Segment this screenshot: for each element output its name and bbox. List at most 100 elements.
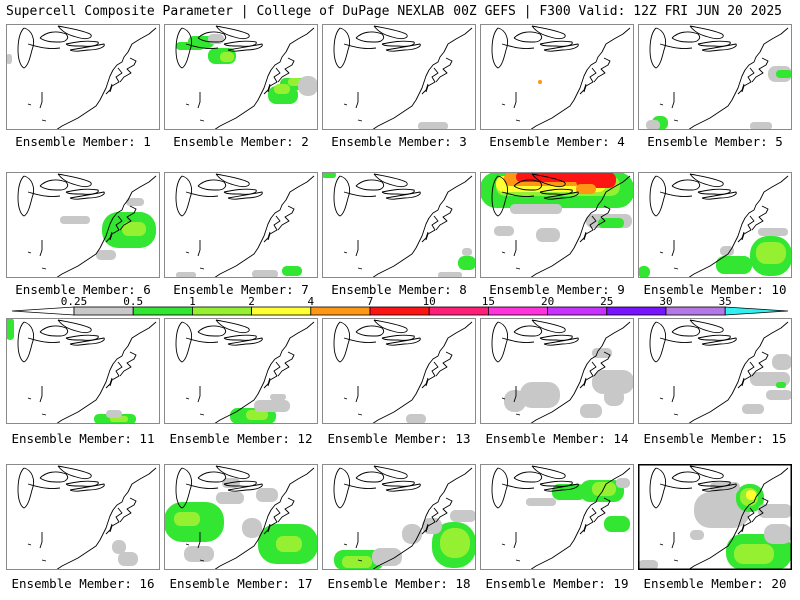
- map-boundary-line: [701, 43, 737, 52]
- colorbar-tick-label: 4: [307, 296, 314, 308]
- scp-shading: [220, 52, 234, 62]
- panel-frame: [164, 464, 318, 570]
- map-boundary-line: [741, 67, 755, 93]
- ensemble-member-panel: [164, 172, 318, 278]
- map-boundary-line: [69, 483, 105, 492]
- map-boundary-line: [425, 67, 439, 93]
- ensemble-member-panel: [164, 318, 318, 424]
- map-boundary-line: [69, 43, 105, 52]
- map-boundary-line: [109, 361, 123, 387]
- map-boundary-line: [689, 319, 724, 334]
- map-boundary-line: [119, 205, 137, 231]
- map-boundary-line: [355, 471, 385, 483]
- scp-shading: [758, 228, 788, 236]
- map-boundary-line: [673, 559, 679, 562]
- scp-shading: [750, 122, 772, 130]
- map-background: [164, 24, 318, 130]
- map-boundary-line: [27, 397, 32, 400]
- map-boundary-line: [513, 31, 543, 43]
- map-boundary-line: [343, 251, 348, 254]
- member-label: Ensemble Member: 17: [169, 576, 313, 591]
- map-boundary-line: [39, 31, 69, 43]
- map-boundary-line: [515, 119, 521, 122]
- scp-shading: [6, 318, 14, 340]
- map-boundary-line: [371, 175, 473, 278]
- map-boundary-line: [57, 465, 92, 480]
- scp-shading: [616, 478, 630, 488]
- member-map: [638, 318, 792, 424]
- map-boundary-line: [27, 103, 32, 106]
- map-boundary-line: [27, 543, 32, 546]
- member-map: [6, 24, 160, 130]
- map-boundary-line: [671, 471, 701, 483]
- map-boundary-line: [69, 337, 105, 346]
- map-boundary-line: [109, 507, 123, 533]
- map-boundary-line: [579, 83, 587, 95]
- map-boundary-line: [41, 559, 47, 562]
- panel-frame: [164, 24, 318, 130]
- map-boundary-line: [39, 92, 43, 109]
- map-boundary-line: [263, 523, 271, 535]
- map-boundary-line: [277, 205, 295, 231]
- member-label: Ensemble Member: 10: [643, 282, 787, 297]
- member-map: [480, 464, 634, 570]
- map-boundary-line: [583, 215, 597, 241]
- map-boundary-line: [41, 267, 47, 270]
- map-boundary-line: [343, 483, 377, 489]
- map-boundary-line: [355, 386, 359, 403]
- map-boundary-line: [673, 267, 679, 270]
- ensemble-member-panel: [322, 318, 476, 424]
- map-boundary-line: [333, 175, 351, 217]
- map-boundary-line: [491, 27, 509, 69]
- map-boundary-line: [435, 205, 453, 231]
- scp-shading: [690, 530, 704, 540]
- map-boundary-line: [109, 67, 123, 93]
- map-boundary-line: [215, 319, 250, 334]
- map-boundary-line: [751, 351, 769, 377]
- map-boundary-line: [491, 175, 509, 217]
- map-boundary-line: [513, 471, 543, 483]
- map-boundary-line: [741, 215, 755, 241]
- scp-shading: [176, 272, 196, 278]
- map-boundary-line: [57, 25, 92, 40]
- map-boundary-line: [425, 215, 439, 241]
- map-boundary-line: [579, 231, 587, 243]
- map-boundary-line: [199, 267, 205, 270]
- map-boundary-line: [671, 179, 701, 191]
- colorbar-high-arrow: [724, 306, 789, 316]
- map-boundary-line: [39, 325, 69, 337]
- member-label: Ensemble Member: 13: [327, 431, 471, 446]
- map-boundary-line: [701, 337, 737, 346]
- scp-shading: [274, 84, 290, 94]
- map-boundary-line: [185, 483, 219, 489]
- map-background: [480, 24, 634, 130]
- map-boundary-line: [119, 57, 137, 83]
- map-boundary-line: [529, 27, 631, 130]
- map-boundary-line: [513, 179, 543, 191]
- scp-shading: [638, 560, 658, 570]
- colorbar-tick-label: 0.25: [61, 296, 88, 308]
- panel-frame: [322, 318, 476, 424]
- map-boundary-line: [185, 337, 219, 343]
- ensemble-member-panel: [322, 464, 476, 570]
- map-boundary-line: [197, 471, 227, 483]
- scp-shading: [96, 250, 116, 260]
- map-boundary-line: [197, 240, 201, 257]
- scp-shading: [494, 226, 514, 236]
- map-boundary-line: [751, 57, 769, 83]
- map-boundary-line: [227, 43, 263, 52]
- member-label: Ensemble Member: 1: [15, 134, 151, 149]
- map-boundary-line: [543, 483, 579, 492]
- map-boundary-line: [385, 191, 421, 200]
- scp-shading: [776, 382, 786, 388]
- scp-shading: [112, 540, 126, 554]
- map-boundary-line: [515, 559, 521, 562]
- map-boundary-line: [659, 191, 693, 197]
- map-boundary-line: [355, 532, 359, 549]
- page-title: Supercell Composite Parameter | College …: [6, 4, 445, 19]
- colorbar-tick-label: 2: [248, 296, 255, 308]
- scp-shading: [256, 488, 278, 502]
- map-boundary-line: [649, 467, 667, 509]
- scp-shading: [438, 272, 462, 278]
- map-boundary-line: [263, 377, 271, 389]
